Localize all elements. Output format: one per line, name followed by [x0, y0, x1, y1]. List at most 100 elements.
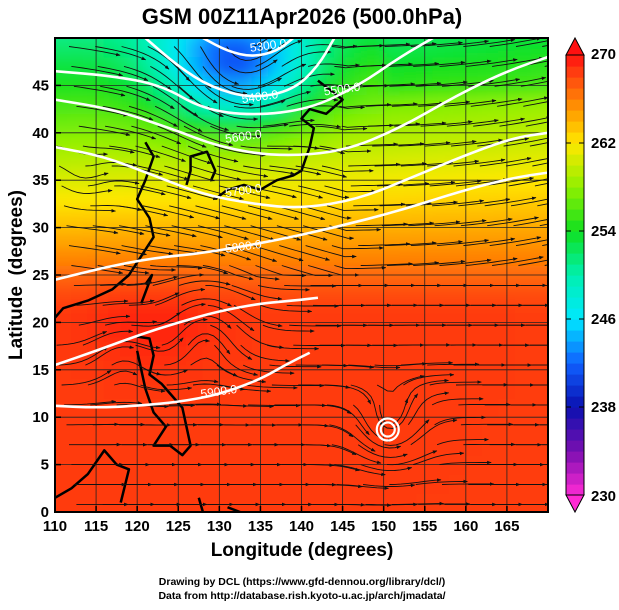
heat-cell [104, 417, 121, 437]
chart-title: GSM 00Z11Apr2026 (500.0hPa) [142, 4, 462, 29]
heat-cell [38, 151, 55, 171]
heat-cell [202, 417, 219, 437]
heat-cell [432, 493, 449, 513]
x-tick-label: 165 [494, 518, 519, 535]
heat-cell [400, 493, 417, 513]
heat-cell [515, 436, 532, 456]
colorbar-segment [566, 363, 584, 375]
heat-cell [531, 398, 548, 418]
heat-cell [400, 151, 417, 171]
heat-cell [531, 38, 548, 58]
colorbar-segment [566, 297, 584, 309]
heat-cell [515, 493, 532, 513]
heat-cell [55, 19, 72, 39]
heat-cell [202, 493, 219, 513]
heat-cell [383, 379, 400, 399]
colorbar-segment [566, 319, 584, 331]
heat-cell [449, 417, 466, 437]
heat-cell [104, 474, 121, 494]
heat-cell [531, 493, 548, 513]
heat-cell [317, 398, 334, 418]
heat-cell [317, 246, 334, 266]
heat-cell [301, 474, 318, 494]
heat-cell [350, 284, 367, 304]
heat-cell [137, 474, 154, 494]
heat-cell [482, 379, 499, 399]
heat-cell [153, 132, 170, 152]
heat-cell [482, 341, 499, 361]
heat-cell [383, 341, 400, 361]
heat-cell [120, 94, 137, 114]
colorbar-segment [566, 77, 584, 89]
heat-cell [432, 38, 449, 58]
heat-cell [104, 38, 121, 58]
credit-line-1: Drawing by DCL (https://www.gfd-dennou.o… [159, 576, 445, 588]
colorbar-segment [566, 110, 584, 122]
heat-cell [235, 341, 252, 361]
heat-cell [285, 417, 302, 437]
heat-cell [285, 474, 302, 494]
x-tick-label: 135 [248, 518, 273, 535]
heat-cell [350, 493, 367, 513]
heat-cell [548, 132, 565, 152]
heat-cell [548, 512, 565, 532]
heat-cell [71, 436, 88, 456]
x-tick-label: 155 [412, 518, 437, 535]
heat-cell [400, 303, 417, 323]
y-axis-label: Latitude (degrees) [6, 190, 27, 360]
heat-cell [301, 38, 318, 58]
heat-cell [482, 38, 499, 58]
colorbar-segment [566, 132, 584, 144]
heat-cell [548, 38, 565, 58]
heat-cell [38, 19, 55, 39]
heat-cell [449, 56, 466, 76]
heat-cell [268, 436, 285, 456]
heat-cell [400, 341, 417, 361]
heat-cell [137, 303, 154, 323]
heat-cell [120, 417, 137, 437]
x-tick-label: 160 [453, 518, 478, 535]
heat-cell [482, 227, 499, 247]
colorbar-segment [566, 220, 584, 232]
colorbar-min-triangle [566, 495, 584, 512]
heat-cell [367, 151, 384, 171]
heat-cell [219, 417, 236, 437]
y-tick-label: 45 [32, 77, 49, 94]
heat-cell [285, 493, 302, 513]
heat-cell [548, 474, 565, 494]
heat-cell [548, 227, 565, 247]
heat-cell [317, 113, 334, 133]
heat-cell [202, 56, 219, 76]
heat-cell [285, 38, 302, 58]
heat-cell [268, 417, 285, 437]
heat-cell [548, 360, 565, 380]
streamline [542, 35, 593, 46]
colorbar-segment [566, 275, 584, 287]
heat-cell [548, 75, 565, 95]
colorbar-tick-label: 262 [591, 135, 616, 152]
heat-cell [432, 341, 449, 361]
heat-cell [383, 284, 400, 304]
y-tick-label: 5 [41, 457, 49, 474]
heat-cell [531, 417, 548, 437]
heat-cell [465, 38, 482, 58]
heat-cell [301, 417, 318, 437]
heat-cell [285, 436, 302, 456]
colorbar-segment [566, 286, 584, 298]
heat-cell [38, 189, 55, 209]
heat-cell [71, 246, 88, 266]
heat-cell [120, 303, 137, 323]
colorbar-segment [566, 209, 584, 221]
heat-cell [531, 512, 548, 532]
heat-cell [55, 284, 72, 304]
heat-cell [235, 436, 252, 456]
heat-cell [465, 398, 482, 418]
colorbar-segment [566, 264, 584, 276]
heat-cell [202, 436, 219, 456]
heat-cell [202, 113, 219, 133]
heat-cell [268, 246, 285, 266]
heat-cell [449, 38, 466, 58]
heat-cell [38, 474, 55, 494]
